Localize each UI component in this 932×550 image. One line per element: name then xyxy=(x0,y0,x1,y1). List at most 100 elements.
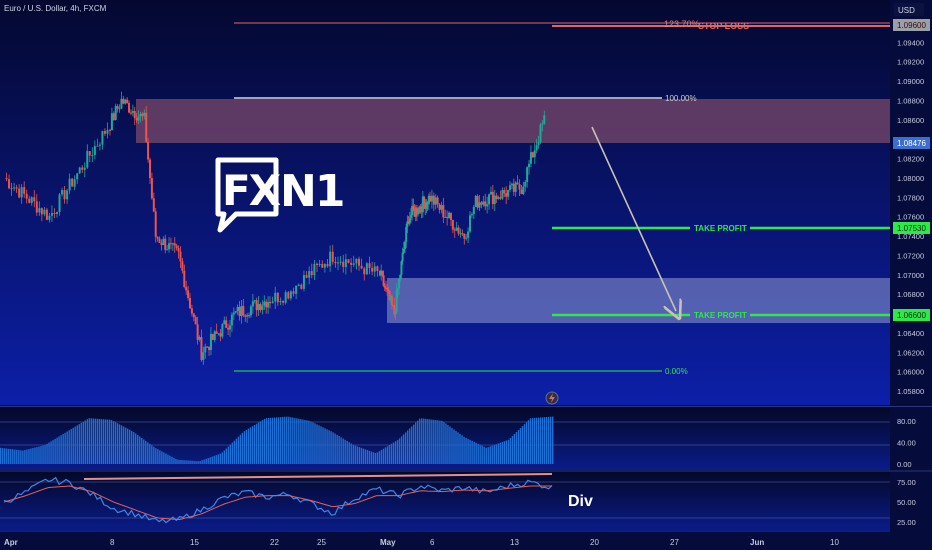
candle-body xyxy=(73,179,76,187)
candle-body xyxy=(408,217,411,224)
volume-bar xyxy=(153,446,155,464)
volume-bar xyxy=(130,430,133,464)
price-tick-label: 1.08000 xyxy=(897,174,924,183)
volume-bar xyxy=(342,438,344,464)
volume-bar xyxy=(68,430,70,464)
candle-body xyxy=(392,304,395,306)
candle-body xyxy=(66,190,69,200)
candle-body xyxy=(495,195,498,199)
candle-body xyxy=(271,301,274,304)
candle-body xyxy=(302,275,305,289)
candle-body xyxy=(310,271,313,276)
candle-body xyxy=(101,131,104,145)
volume-bar xyxy=(521,426,524,464)
candle-body xyxy=(274,292,277,302)
candle-body xyxy=(499,197,502,199)
volume-bar xyxy=(136,434,139,464)
candle-body xyxy=(168,243,171,250)
candle-body xyxy=(289,291,292,299)
volume-bar xyxy=(292,417,294,464)
volume-bar xyxy=(60,435,62,464)
volume-bar xyxy=(364,449,367,464)
candle-body xyxy=(337,262,339,264)
volume-bar xyxy=(370,451,373,464)
candle-body xyxy=(171,243,174,245)
candle-body xyxy=(389,296,392,300)
volume-bar xyxy=(531,418,534,464)
volume-bar xyxy=(463,436,465,464)
candle-body xyxy=(40,208,43,215)
candle-body xyxy=(282,300,285,303)
volume-bar xyxy=(338,436,340,464)
candle-body xyxy=(313,263,316,276)
candle-body xyxy=(198,337,201,340)
volume-bar xyxy=(366,450,369,464)
candle-body xyxy=(103,131,106,134)
candle-body xyxy=(446,216,449,218)
volume-bar xyxy=(159,450,161,464)
candle-body xyxy=(259,303,262,310)
volume-bar xyxy=(332,432,334,464)
volume-bar xyxy=(445,423,447,464)
volume-bar xyxy=(402,434,405,464)
volume-bar xyxy=(316,424,318,464)
volume-bar xyxy=(398,438,401,464)
candle-body xyxy=(520,189,523,195)
volume-bar xyxy=(239,434,242,464)
candle-body xyxy=(251,301,254,307)
volume-bar xyxy=(523,424,526,464)
volume-bar xyxy=(386,446,389,464)
candle-body xyxy=(425,202,428,209)
candle-body xyxy=(202,352,205,360)
volume-bar xyxy=(78,424,80,464)
candle-body xyxy=(20,187,23,198)
volume-bar xyxy=(400,436,403,464)
volume-bar xyxy=(334,433,336,464)
volume-bar xyxy=(106,419,109,464)
candle-body xyxy=(18,188,21,198)
divergence-line xyxy=(83,473,553,480)
candle-body xyxy=(415,207,418,215)
volume-bar xyxy=(54,438,56,464)
time-tick-label: 20 xyxy=(590,538,599,547)
volume-bar xyxy=(483,446,485,464)
volume-bar xyxy=(32,448,34,464)
volume-bar xyxy=(269,417,272,464)
candle-body xyxy=(474,195,477,207)
candle-body xyxy=(13,187,16,189)
candle-body xyxy=(263,301,266,306)
volume-bar xyxy=(82,421,84,464)
volume-bar xyxy=(104,419,107,464)
candle-body xyxy=(164,238,167,250)
candle-body xyxy=(200,337,203,360)
candle-body xyxy=(206,346,209,348)
candle-body xyxy=(160,242,163,245)
support-zone xyxy=(387,278,890,323)
time-tick-label: 15 xyxy=(190,538,199,547)
take-profit-1-price-tag-bg xyxy=(893,222,930,234)
time-tick-label: 22 xyxy=(270,538,279,547)
volume-bar xyxy=(197,461,199,464)
candle-body xyxy=(297,284,300,286)
volume-bar xyxy=(443,422,445,464)
volume-bar xyxy=(169,455,171,464)
candle-body xyxy=(234,311,237,313)
candle-body xyxy=(141,113,144,116)
candle-body xyxy=(402,248,405,253)
volume-bar xyxy=(384,447,387,464)
volume-bar xyxy=(235,438,238,464)
candle-body xyxy=(189,297,191,309)
candle-body xyxy=(253,300,256,302)
volume-bar xyxy=(348,442,350,464)
volume-bar xyxy=(511,435,514,464)
candle-body xyxy=(379,270,381,276)
candle-body xyxy=(484,201,487,207)
volume-bar xyxy=(479,444,481,464)
rsi-tick-label: 50.00 xyxy=(897,498,916,507)
volume-bar xyxy=(44,445,46,464)
candle-body xyxy=(507,189,510,197)
currency-badge-bg[interactable] xyxy=(894,3,924,16)
candle-body xyxy=(459,233,462,235)
candle-body xyxy=(524,182,527,187)
volume-bar xyxy=(447,425,449,464)
